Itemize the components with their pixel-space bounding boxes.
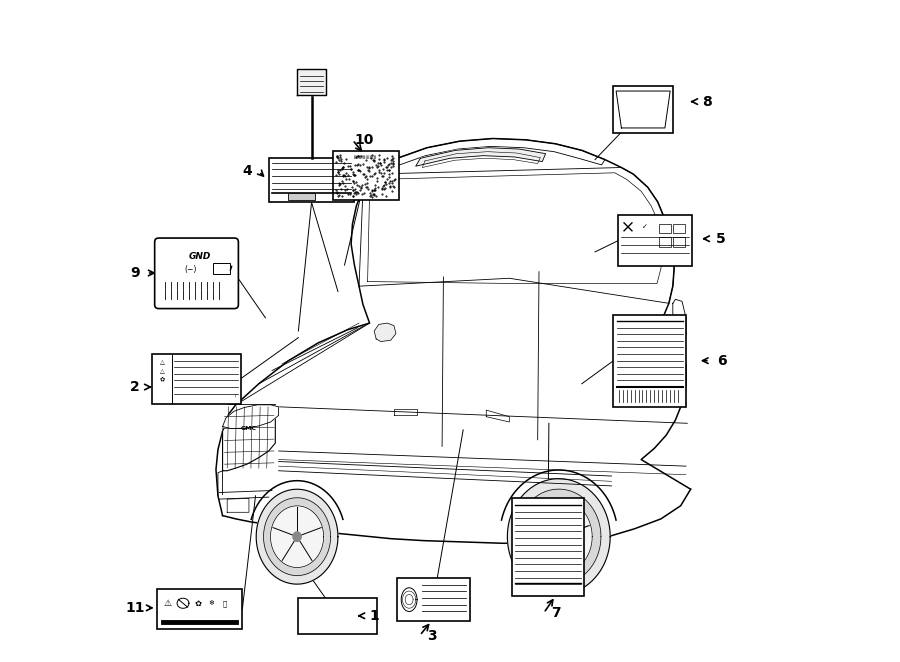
FancyBboxPatch shape <box>155 238 238 308</box>
Polygon shape <box>416 148 545 166</box>
Bar <box>659 224 670 234</box>
Polygon shape <box>293 532 302 542</box>
Text: 2: 2 <box>130 380 140 394</box>
Bar <box>152 354 241 404</box>
Polygon shape <box>526 499 592 575</box>
Polygon shape <box>222 405 279 428</box>
Text: 1: 1 <box>369 609 379 623</box>
Text: (−): (−) <box>184 265 197 274</box>
Text: ❄: ❄ <box>209 600 214 606</box>
Text: 6: 6 <box>716 354 726 367</box>
Polygon shape <box>297 69 326 95</box>
Bar <box>157 589 242 629</box>
Text: iiiiiiiiiiiiiiiii: iiiiiiiiiiiiiiiii <box>354 155 377 160</box>
Text: ⚠: ⚠ <box>163 598 171 608</box>
Bar <box>299 598 377 634</box>
Text: |: | <box>234 394 236 398</box>
Bar <box>333 151 399 201</box>
Bar <box>289 193 315 200</box>
Bar <box>269 158 355 203</box>
Polygon shape <box>508 479 610 594</box>
Polygon shape <box>256 489 338 584</box>
Text: △: △ <box>159 368 165 373</box>
Polygon shape <box>271 506 324 567</box>
Text: 11: 11 <box>125 601 145 615</box>
Bar <box>397 578 470 621</box>
Text: 4: 4 <box>242 164 252 179</box>
Bar <box>673 224 685 234</box>
Text: ✿: ✿ <box>194 598 202 608</box>
Bar <box>512 498 584 596</box>
Text: ✓: ✓ <box>642 224 647 230</box>
Bar <box>213 263 230 273</box>
Text: 5: 5 <box>716 232 725 246</box>
Text: 8: 8 <box>702 95 712 109</box>
Polygon shape <box>670 299 686 346</box>
Bar <box>614 86 673 133</box>
Polygon shape <box>554 531 564 542</box>
Text: ✿: ✿ <box>159 378 165 383</box>
Text: GND: GND <box>189 252 212 261</box>
Polygon shape <box>517 489 601 585</box>
Text: △: △ <box>159 359 165 365</box>
Text: 7: 7 <box>551 606 561 620</box>
Bar <box>673 237 685 247</box>
Text: GMC: GMC <box>240 426 256 431</box>
Text: 9: 9 <box>130 266 140 280</box>
Bar <box>618 215 692 266</box>
Polygon shape <box>222 405 275 471</box>
Bar <box>614 314 686 407</box>
Polygon shape <box>264 498 330 575</box>
Polygon shape <box>374 323 396 342</box>
Text: 3: 3 <box>427 628 436 643</box>
Text: 10: 10 <box>355 133 374 147</box>
Bar <box>659 237 670 247</box>
Text: 📋: 📋 <box>222 600 227 606</box>
